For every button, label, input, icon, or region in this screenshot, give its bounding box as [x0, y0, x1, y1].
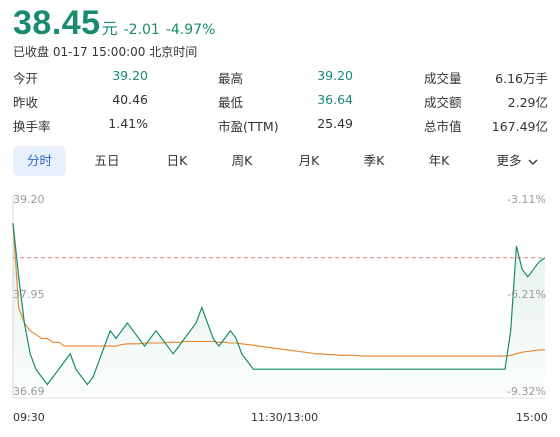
price-line	[12, 223, 546, 386]
stat-value-high: 39.20	[317, 68, 353, 83]
stat-label-prev-close: 昨收	[13, 95, 39, 110]
tab-five-day[interactable]: 五日	[94, 153, 120, 168]
stats-row-3: 换手率 1.41% 市盈(TTM) 25.49 总市值 167.49亿	[13, 116, 548, 140]
average-price-line	[12, 223, 545, 357]
x-tick-open: 09:30	[13, 411, 45, 424]
stat-value-turnover-rate: 1.41%	[108, 116, 148, 131]
stats-row-1: 今开 39.20 最高 39.20 成交量 6.16万手	[13, 68, 548, 92]
stat-label-low: 最低	[218, 95, 244, 110]
tab-monthly-k[interactable]: 月K	[298, 153, 320, 168]
stat-value-low: 36.64	[317, 92, 353, 107]
tab-yearly-k[interactable]: 年K	[428, 153, 450, 168]
stat-value-volume: 6.16万手	[495, 71, 548, 86]
tab-more-label: 更多	[496, 153, 522, 168]
y-left-tick-top: 39.20	[13, 193, 45, 206]
stat-label-market-cap: 总市值	[424, 119, 462, 134]
stat-label-turnover-rate: 换手率	[13, 119, 51, 134]
price-unit: 元	[101, 19, 118, 38]
price-area-fill	[13, 223, 545, 393]
stat-value-turnover-amount: 2.29亿	[507, 95, 548, 110]
price-header: 38.45 元 -2.01 -4.97%	[13, 4, 216, 42]
tab-quarterly-k[interactable]: 季K	[363, 153, 385, 168]
current-price: 38.45	[13, 4, 101, 42]
stat-label-high: 最高	[218, 71, 244, 86]
stat-value-market-cap: 167.49亿	[491, 119, 548, 134]
x-tick-close: 15:00	[516, 411, 548, 424]
y-left-tick-bottom: 36.69	[13, 385, 45, 398]
tab-daily-k[interactable]: 日K	[166, 153, 188, 168]
chart-period-tabs: 分时 五日 日K 周K 月K 季K 年K 更多	[13, 146, 548, 176]
stat-value-open: 39.20	[112, 68, 148, 83]
x-tick-midday: 11:30/13:00	[251, 411, 319, 424]
stat-value-pe-ttm: 25.49	[317, 116, 353, 131]
y-left-tick-mid: 37.95	[13, 288, 45, 301]
market-status: 已收盘 01-17 15:00:00 北京时间	[13, 45, 198, 59]
y-right-tick-top: -3.11%	[507, 193, 546, 206]
stat-label-open: 今开	[13, 71, 39, 86]
stats-row-2: 昨收 40.46 最低 36.64 成交额 2.29亿	[13, 92, 548, 116]
stat-value-prev-close: 40.46	[112, 92, 148, 107]
intraday-chart: 39.20 37.95 36.69 -3.11% -6.21% -9.32% 0…	[0, 188, 560, 437]
price-change-percent: -4.97%	[165, 22, 216, 38]
stat-label-turnover-amount: 成交额	[424, 95, 462, 110]
y-right-tick-bottom: -9.32%	[507, 385, 546, 398]
y-right-tick-mid: -6.21%	[507, 288, 546, 301]
stat-label-volume: 成交量	[424, 71, 462, 86]
intraday-chart-svg	[12, 196, 546, 399]
stats-grid: 今开 39.20 最高 39.20 成交量 6.16万手 昨收 40.46 最低…	[13, 68, 548, 140]
price-change: -2.01	[123, 22, 160, 38]
tab-intraday[interactable]: 分时	[13, 146, 66, 176]
tab-weekly-k[interactable]: 周K	[231, 153, 253, 168]
tab-more[interactable]: 更多	[486, 146, 548, 176]
chevron-down-icon	[528, 159, 537, 165]
stat-label-pe-ttm: 市盈(TTM)	[218, 119, 279, 134]
